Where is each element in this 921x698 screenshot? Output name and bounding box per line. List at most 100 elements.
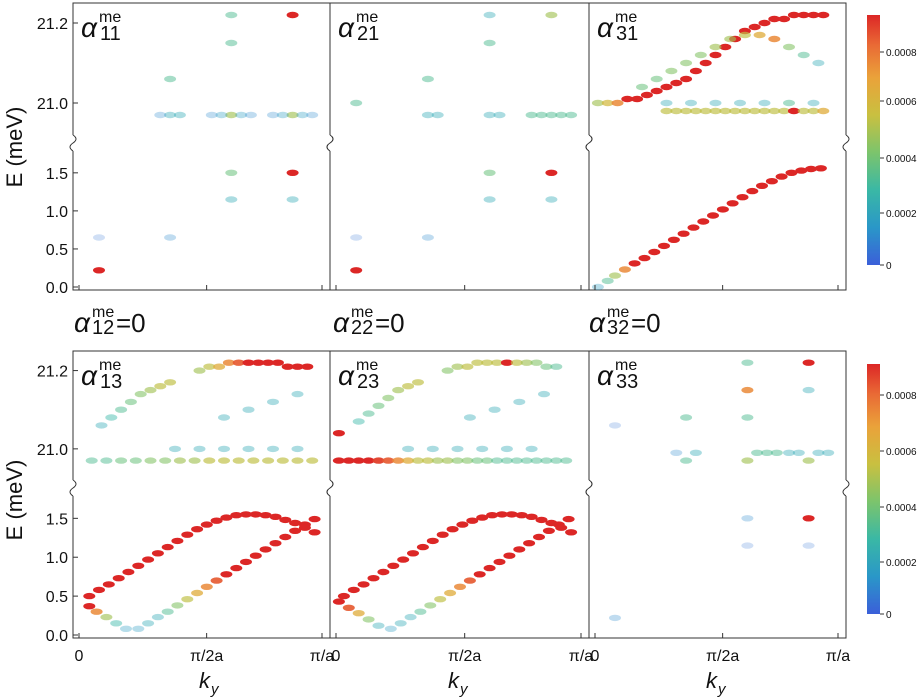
panel-label-alpha: α <box>597 12 614 43</box>
data-point <box>660 99 673 107</box>
panel-label-alpha: α <box>338 360 355 391</box>
data-point <box>426 537 439 545</box>
data-point <box>164 75 177 83</box>
svg-text:me: me <box>607 304 629 321</box>
data-point <box>726 200 739 207</box>
data-point <box>267 398 279 406</box>
data-point <box>680 457 693 464</box>
data-point <box>638 254 651 262</box>
data-point <box>171 537 184 545</box>
data-point <box>481 359 494 366</box>
data-point <box>709 99 722 107</box>
data-point <box>525 513 538 520</box>
data-point <box>533 533 545 541</box>
data-point <box>444 589 457 597</box>
svg-text:0: 0 <box>886 610 892 621</box>
data-point <box>291 363 304 370</box>
data-point <box>555 524 568 531</box>
data-point <box>748 107 761 115</box>
data-point <box>100 457 113 464</box>
data-point <box>230 512 243 519</box>
svg-text:32: 32 <box>607 317 629 339</box>
svg-text:me: me <box>92 304 114 321</box>
y-tick-label: 0.5 <box>46 589 68 606</box>
data-point <box>540 457 553 464</box>
data-point <box>565 529 578 536</box>
data-point <box>240 558 252 566</box>
data-point <box>306 457 319 464</box>
data-point <box>488 406 501 413</box>
data-point <box>471 457 484 464</box>
data-point <box>491 457 503 464</box>
colorbar-bottom: 0.0008 0.0006 0.0004 0.0002 0 <box>867 364 917 621</box>
x-tick-label: π/a <box>569 648 593 665</box>
data-point <box>565 111 578 119</box>
data-point <box>486 512 499 519</box>
data-point <box>112 575 125 582</box>
data-point <box>286 11 299 19</box>
data-point <box>525 445 538 453</box>
data-point <box>525 111 538 119</box>
data-point <box>291 457 304 464</box>
data-point <box>797 107 810 115</box>
data-point <box>247 457 260 464</box>
data-point <box>210 577 223 584</box>
data-point <box>279 533 292 541</box>
data-point <box>431 457 444 464</box>
svg-text:me: me <box>351 304 373 321</box>
data-point <box>670 79 683 87</box>
data-point <box>362 457 375 464</box>
data-point <box>431 111 444 119</box>
data-point <box>483 39 496 47</box>
svg-text:k: k <box>448 668 460 693</box>
data-point <box>817 11 830 19</box>
data-point <box>402 445 415 453</box>
data-point <box>142 556 155 563</box>
x-tick-label: 0 <box>332 648 341 665</box>
data-point <box>269 540 282 547</box>
data-point <box>242 445 255 453</box>
data-point <box>151 550 164 557</box>
data-point <box>83 592 96 600</box>
data-point <box>670 107 683 115</box>
data-point <box>412 457 424 464</box>
data-point <box>93 586 105 594</box>
data-point <box>252 359 265 366</box>
y-tick-label: 0.0 <box>46 628 68 645</box>
data-point <box>680 59 693 67</box>
data-point <box>173 457 186 464</box>
data-point <box>545 169 558 176</box>
data-point <box>765 178 778 185</box>
data-point <box>802 457 815 464</box>
data-point <box>761 449 773 456</box>
data-point <box>357 581 370 588</box>
panel-frame <box>329 2 590 291</box>
data-point <box>792 449 805 456</box>
data-point <box>530 457 543 464</box>
data-point <box>797 11 810 19</box>
data-point <box>680 414 693 421</box>
data-point <box>232 457 245 464</box>
data-point <box>85 457 98 464</box>
data-point <box>222 359 235 366</box>
panel-label-sup: me <box>615 357 637 374</box>
data-point <box>164 234 177 241</box>
data-point <box>218 414 230 421</box>
panel-frame <box>72 2 331 291</box>
svg-text:α: α <box>333 307 350 338</box>
data-point <box>503 552 516 559</box>
colorbar-top-gradient <box>867 15 880 265</box>
svg-text:y: y <box>459 681 469 698</box>
data-point <box>181 596 194 603</box>
data-point <box>650 75 663 83</box>
data-point <box>421 234 434 241</box>
data-point <box>286 111 299 119</box>
data-point <box>729 107 742 115</box>
data-point <box>154 383 167 390</box>
data-point <box>93 234 105 241</box>
data-point <box>332 457 345 464</box>
data-point <box>203 457 216 464</box>
